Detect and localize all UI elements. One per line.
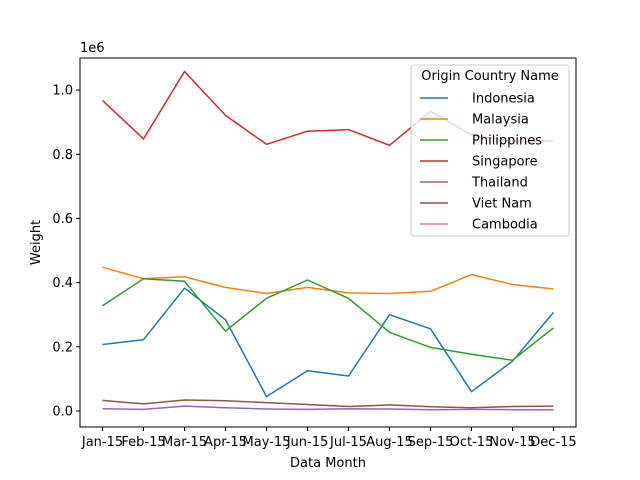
legend-items: Indonesia Malaysia Philippines Singapore Tha… — [420, 92, 542, 233]
x-tick-label: Dec-15 — [530, 435, 576, 450]
legend-label-indonesia: Indonesia — [472, 92, 535, 107]
plot-frame — [79, 57, 577, 428]
x-tick-label: Mar-15 — [162, 435, 207, 450]
y-tick-label: 0.8 — [52, 148, 73, 163]
y-axis-label: Weight — [29, 220, 44, 265]
x-tick-label: Apr-15 — [204, 435, 247, 450]
series-line-philippines — [102, 278, 554, 362]
legend-label-singapore: Singapore — [472, 155, 538, 170]
series-lines — [101, 70, 555, 411]
x-tick-label: Jun-15 — [286, 435, 329, 450]
y-tick-label: 0.2 — [52, 340, 73, 355]
series-line-viet-nam — [102, 399, 554, 409]
legend-label-malaysia: Malaysia — [472, 113, 529, 128]
x-tick-label: May-15 — [243, 435, 291, 450]
y-tick-label: 0.4 — [52, 276, 73, 291]
y-axis-ticks: 0.0 0.2 0.4 0.6 0.8 1.0 — [52, 84, 80, 419]
x-tick-label: Oct-15 — [450, 435, 494, 450]
legend-label-thailand: Thailand — [471, 176, 528, 191]
x-tick-label: Feb-15 — [121, 435, 165, 450]
series-line-malaysia — [102, 266, 554, 295]
series-line-thailand — [102, 405, 554, 411]
x-tick-label: Jan-15 — [81, 435, 123, 450]
legend-title: Origin Country Name — [421, 69, 559, 84]
y-tick-label: 0.6 — [52, 212, 73, 227]
x-tick-label: Jul-15 — [329, 435, 367, 450]
x-tick-label: Aug-15 — [366, 435, 413, 450]
y-tick-label: 0.0 — [52, 404, 73, 419]
y-offset-text: 1e6 — [80, 41, 105, 56]
series-line-indonesia — [102, 287, 555, 398]
legend-label-viet-nam: Viet Nam — [472, 197, 532, 212]
x-tick-label: Sep-15 — [408, 435, 454, 450]
legend-label-cambodia: Cambodia — [472, 218, 538, 233]
x-tick-label: Nov-15 — [489, 435, 535, 450]
legend-box — [410, 64, 570, 237]
y-tick-label: 1.0 — [52, 84, 73, 99]
legend-label-philippines: Philippines — [472, 134, 542, 149]
x-axis-label: Data Month — [290, 456, 366, 471]
legend: Origin Country Name Indonesia Malaysia Phi… — [410, 64, 570, 237]
